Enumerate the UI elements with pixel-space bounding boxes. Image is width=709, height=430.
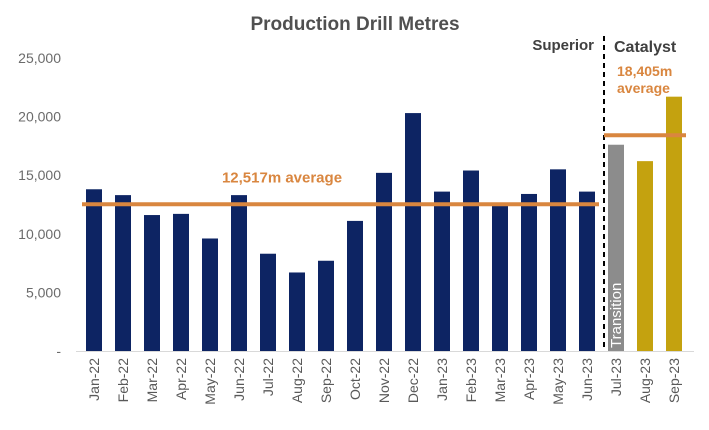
bar-apr-22 [173,213,189,351]
x-tick-label: Feb-22 [115,358,131,403]
bar-aug-23 [637,161,653,351]
bar-sep-23 [666,96,682,352]
average-label-text: average [617,80,670,96]
section-label-catalyst: Catalyst [614,39,677,56]
y-axis: - 5,000 10,000 15,000 20,000 25,000 [18,50,694,359]
bar-apr-23 [521,193,537,351]
x-tick-label: Jul-23 [608,358,624,396]
bar-may-22 [202,238,218,351]
bar-nov-22 [376,172,392,351]
bar-aug-22 [289,272,305,351]
x-tick-label: Jan-22 [86,358,102,401]
x-tick-label: Nov-22 [376,358,392,403]
chart-title: Production Drill Metres [250,14,459,35]
x-tick-label: Oct-22 [347,358,363,400]
bar-may-23 [550,169,566,351]
average-label: 12,517m average [222,169,342,186]
bar-jul-22 [260,253,276,351]
x-tick-label: May-23 [550,358,566,405]
x-tick-label: Apr-22 [173,358,189,400]
bar-mar-23 [492,204,508,351]
bar-feb-22 [115,195,131,351]
bar-jun-23 [579,191,595,351]
x-tick-label: Sep-23 [666,358,682,403]
bar-sep-22 [318,260,334,351]
y-tick-label: 20,000 [18,109,61,125]
x-tick-label: Feb-23 [463,358,479,403]
x-tick-label: Dec-22 [405,358,421,403]
x-tick-label: Jun-23 [579,358,595,401]
y-tick-label: 5,000 [26,284,61,300]
y-tick-label: 10,000 [18,226,61,242]
x-tick-label: Mar-22 [144,358,160,403]
bar-feb-23 [463,170,479,351]
bar-jan-22 [86,189,102,351]
transition-bar-label: Transition [608,283,625,348]
x-tick-label: Aug-23 [637,358,653,403]
x-tick-label: Sep-22 [318,358,334,403]
average-label-value: 18,405m [617,63,672,79]
bar-mar-22 [144,215,160,351]
bar-jan-23 [434,191,450,351]
x-tick-label: Jul-22 [260,358,276,396]
bars: Transition [86,96,682,352]
x-tick-label: Aug-22 [289,358,305,403]
x-tick-label: Jan-23 [434,358,450,401]
x-axis-labels: Jan-22 Feb-22 Mar-22 Apr-22 May-22 Jun-22 Jul-… [86,358,682,405]
y-tick-label: - [56,343,61,359]
y-tick-label: 25,000 [18,50,61,66]
x-tick-label: May-22 [202,358,218,405]
bar-jul-23 [608,144,624,351]
bar-oct-22 [347,220,363,351]
section-label-superior: Superior [532,37,594,54]
y-tick-label: 15,000 [18,167,61,183]
bar-jun-22 [231,195,247,351]
x-tick-label: Apr-23 [521,358,537,400]
x-tick-label: Mar-23 [492,358,508,403]
x-tick-label: Jun-22 [231,358,247,401]
bar-dec-22 [405,113,421,351]
